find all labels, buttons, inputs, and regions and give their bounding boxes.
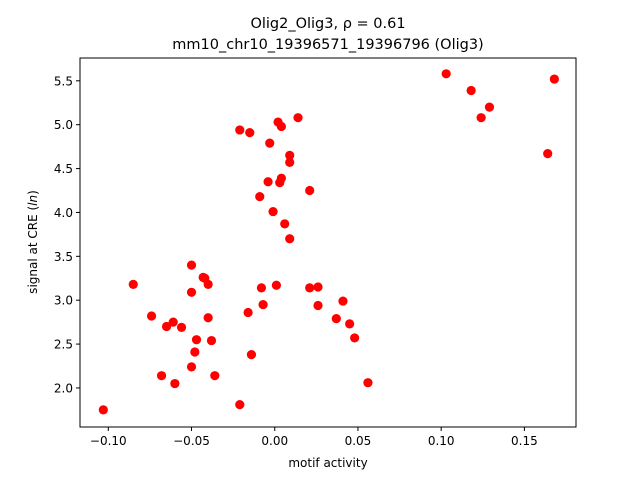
scatter-point xyxy=(170,378,180,389)
scatter-point xyxy=(331,314,341,324)
scatter-point xyxy=(258,299,268,310)
y-tick-label: 3.0 xyxy=(54,294,73,308)
scatter-point xyxy=(245,127,255,138)
scatter-point xyxy=(265,138,275,148)
scatter-point xyxy=(476,113,486,123)
scatter-point xyxy=(345,319,355,329)
x-tick-label: 0.15 xyxy=(511,434,538,448)
scatter-point xyxy=(210,371,220,381)
y-axis-label-prefix: signal at CRE ( xyxy=(26,206,40,294)
x-tick-label: 0.00 xyxy=(261,434,288,448)
scatter-point xyxy=(543,149,553,159)
scatter-point xyxy=(293,113,303,123)
scatter-point xyxy=(276,121,286,132)
y-tick-label: 5.0 xyxy=(54,118,73,132)
scatter-point xyxy=(186,260,197,270)
y-tick-label: 4.5 xyxy=(54,162,73,176)
chart-title-line1: Olig2_Olig3, ρ = 0.61 xyxy=(250,16,405,32)
scatter-point xyxy=(441,69,451,79)
x-tick-label: 0.05 xyxy=(345,434,372,448)
scatter-markers xyxy=(98,69,559,415)
scatter-point xyxy=(203,279,213,290)
scatter-point xyxy=(285,150,295,161)
scatter-point xyxy=(235,125,245,135)
scatter-point xyxy=(190,347,200,357)
scatter-point xyxy=(168,317,178,327)
scatter-point xyxy=(276,173,286,183)
scatter-point xyxy=(186,287,197,297)
x-axis-ticks: −0.10 −0.05 0.00 0.05 0.10 0.15 xyxy=(90,427,538,448)
scatter-point xyxy=(191,335,202,345)
scatter-point xyxy=(305,185,315,196)
scatter-point xyxy=(243,307,253,318)
scatter-point xyxy=(285,234,295,244)
plot-background xyxy=(80,58,576,427)
scatter-point xyxy=(350,333,360,343)
y-axis-label-italic: ln xyxy=(26,195,40,206)
plot-frame xyxy=(79,57,577,428)
y-tick-label: 5.5 xyxy=(54,74,73,88)
scatter-point xyxy=(156,371,167,381)
scatter-point xyxy=(285,157,295,168)
scatter-point xyxy=(280,219,290,229)
y-tick-label: 4.0 xyxy=(54,206,73,220)
scatter-point xyxy=(246,350,257,360)
y-axis-label-suffix: ) xyxy=(26,190,40,195)
x-tick-label: −0.10 xyxy=(90,434,127,448)
x-tick-label: 0.10 xyxy=(428,434,455,448)
scatter-point xyxy=(206,335,217,346)
scatter-point xyxy=(235,400,245,410)
y-axis-label: signal at CRE (ln) xyxy=(26,190,40,294)
scatter-point xyxy=(128,279,138,290)
chart-title-line2: mm10_chr10_19396571_19396796 (Olig3) xyxy=(172,37,483,53)
scatter-point xyxy=(313,300,323,311)
y-tick-label: 2.0 xyxy=(54,381,73,395)
scatter-point xyxy=(161,321,172,332)
x-tick-label: −0.05 xyxy=(173,434,210,448)
plot-area xyxy=(80,58,576,427)
scatter-point xyxy=(256,283,267,293)
y-tick-label: 3.5 xyxy=(54,250,73,264)
scatter-point xyxy=(305,283,315,293)
scatter-point xyxy=(363,378,373,388)
scatter-point xyxy=(549,74,559,84)
scatter-point xyxy=(186,362,197,372)
scatter-point xyxy=(176,322,187,333)
scatter-point xyxy=(98,405,108,415)
scatter-point xyxy=(484,102,495,112)
scatter-point xyxy=(338,296,348,306)
scatter-point xyxy=(271,280,282,290)
scatter-point xyxy=(255,192,265,202)
scatter-point xyxy=(466,85,476,96)
scatter-point xyxy=(146,311,157,321)
scatter-point xyxy=(263,177,273,187)
y-axis-ticks: 2.0 2.5 3.0 3.5 4.0 4.5 5.0 5.5 xyxy=(54,74,80,395)
scatter-point xyxy=(268,206,278,217)
y-tick-label: 2.5 xyxy=(54,338,73,352)
scatter-point xyxy=(313,282,323,292)
x-axis-label: motif activity xyxy=(288,456,367,470)
scatter-point xyxy=(203,313,213,323)
